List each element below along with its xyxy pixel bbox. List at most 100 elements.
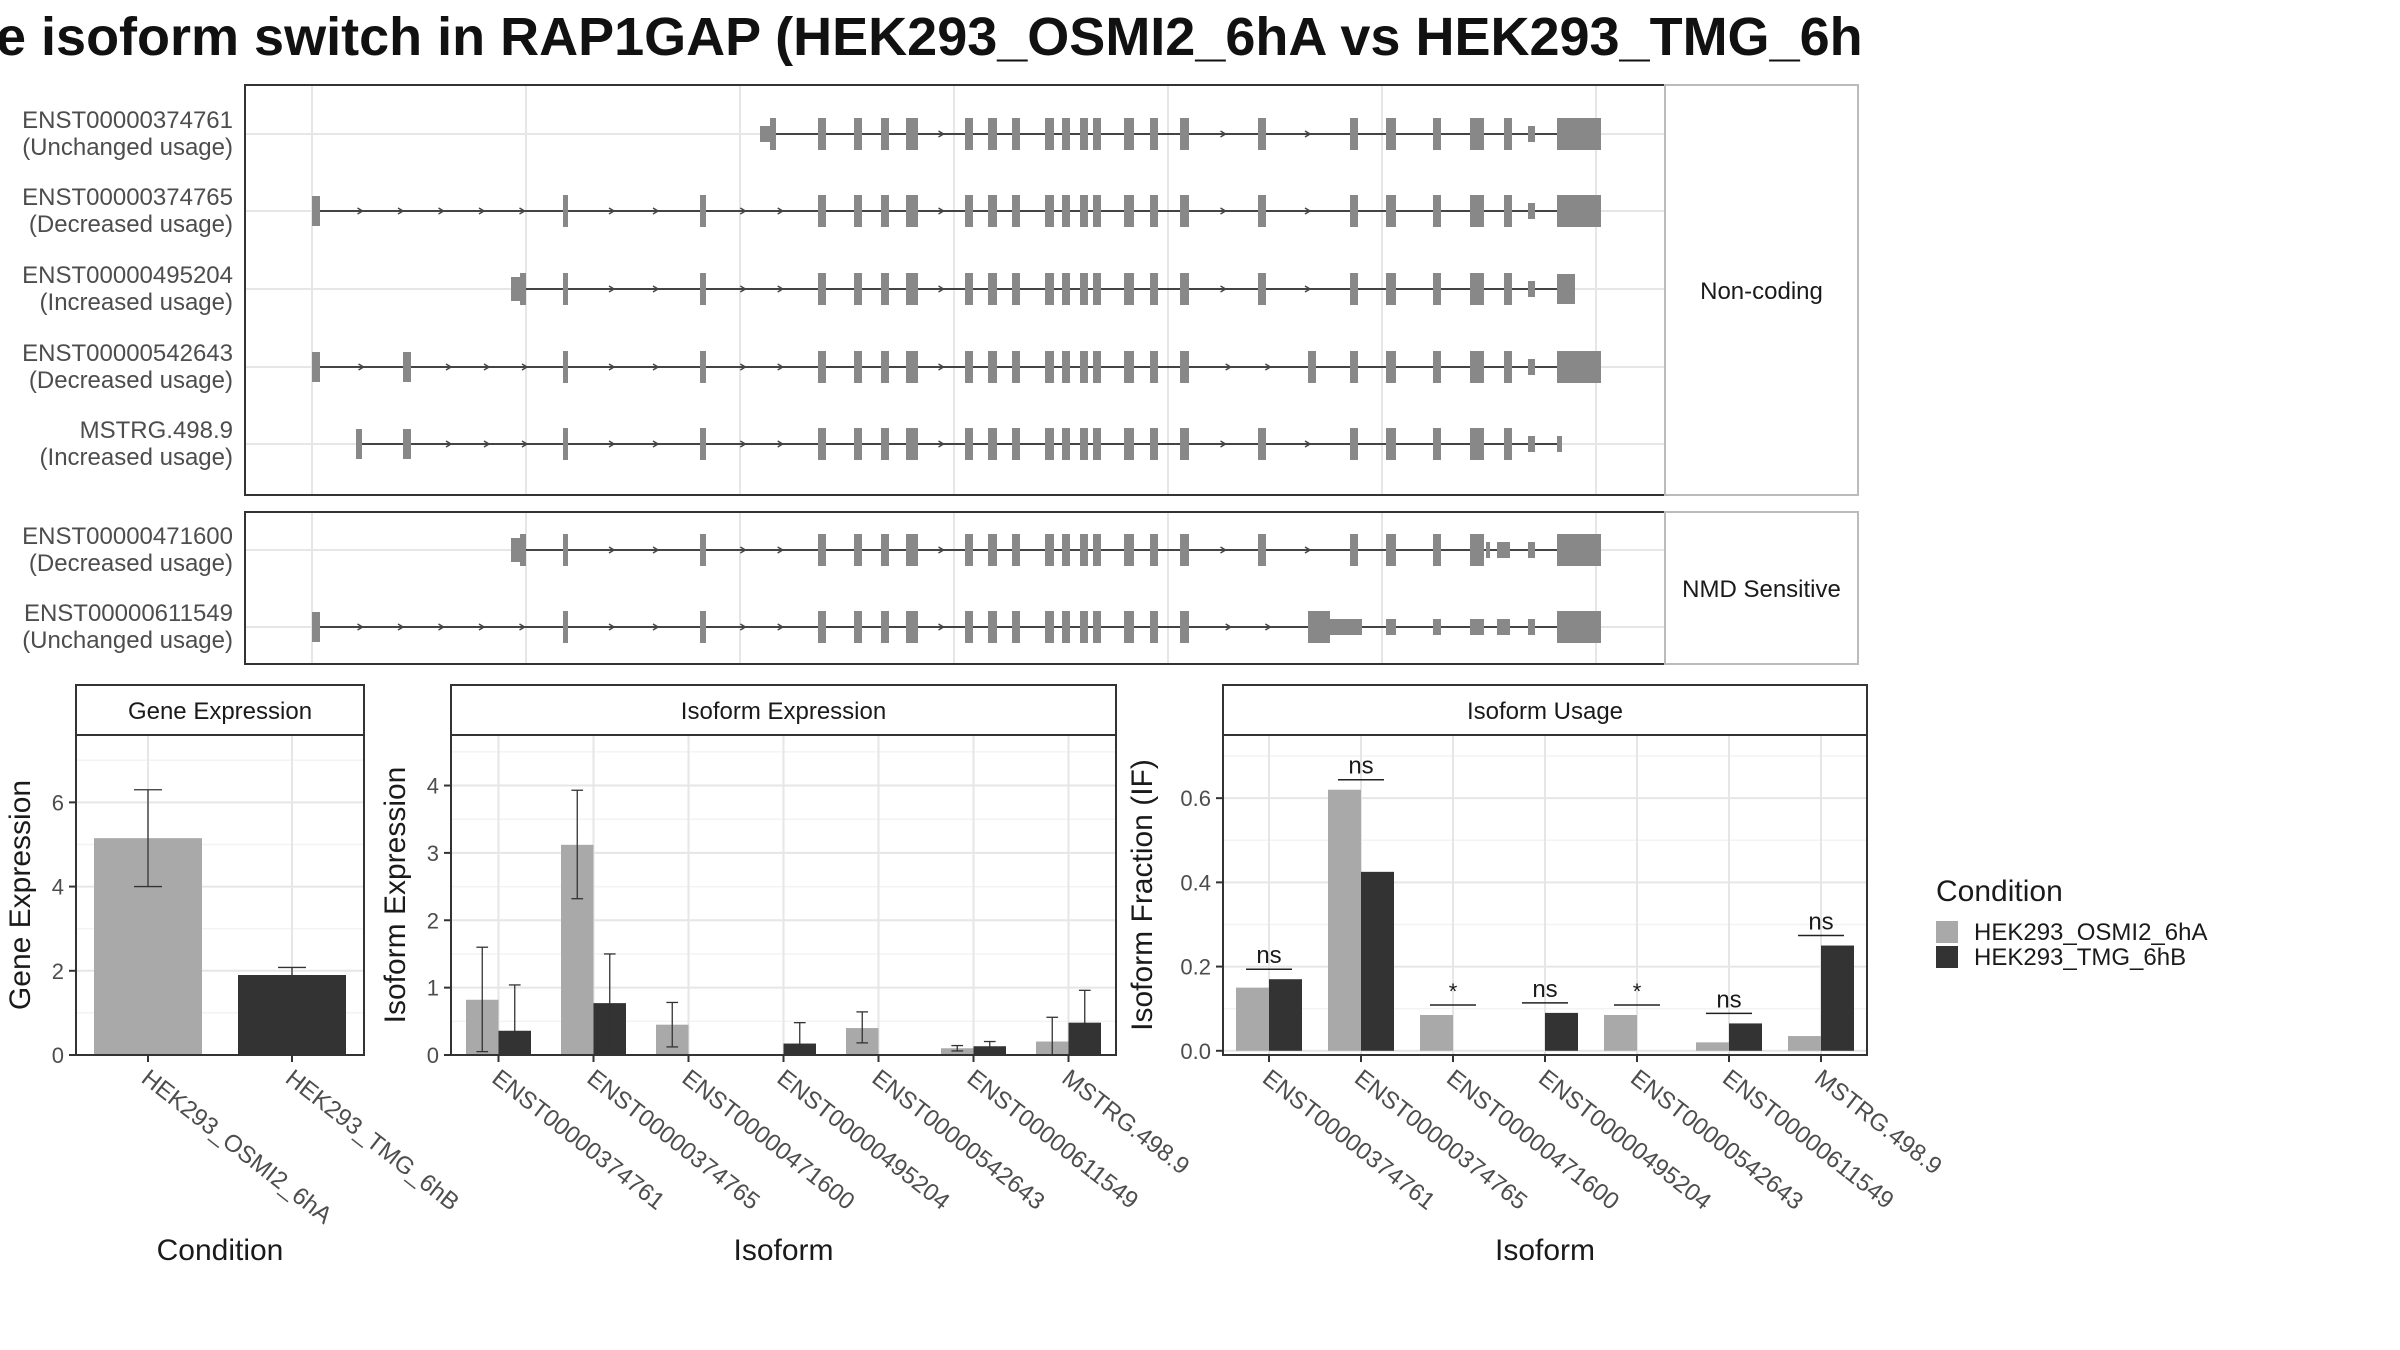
exon [1012,195,1020,227]
exon [1386,619,1396,635]
exon [1433,428,1441,460]
strand-arrow [739,623,747,631]
strand-arrow [1220,546,1227,554]
strand-arrow [938,440,945,448]
exon [881,273,889,305]
strand-arrow [608,440,616,448]
strand-arrow [608,207,616,215]
strand-arrow [519,623,526,631]
transcript-model: ENST00000374761(Unchanged usage) [22,107,1601,161]
strand-arrow [1225,623,1233,631]
strand-arrow [1304,285,1312,293]
exon [1124,534,1134,566]
exon [1258,195,1266,227]
exon [1557,436,1562,452]
exon [1180,534,1189,566]
exon [988,611,997,643]
strand-arrow [478,207,486,215]
chart-title-strip [1222,684,1868,736]
bar [1696,1042,1729,1051]
exon [356,429,362,459]
exon [1330,619,1362,635]
exon [906,611,918,643]
exon [1504,118,1512,150]
exon [1350,273,1358,305]
exon [1528,619,1535,635]
facet-strip [1664,84,1859,496]
exon [1350,534,1358,566]
strand-arrow [777,546,785,554]
y-tick-label: 4 [427,774,439,799]
exon [1433,351,1441,383]
exon [988,351,997,383]
exon [700,428,706,460]
x-tick-label: ENST00000471600 [1441,1064,1624,1215]
exon [770,118,776,150]
exon [1080,195,1088,227]
strand-arrow [1304,440,1312,448]
x-tick-label: ENST00000471600 [677,1064,860,1215]
strand-arrow [652,363,660,371]
strand-arrow [1304,207,1312,215]
strand-arrow [739,440,747,448]
isoform-usage-chart: Isoform Usage 0.0 0.2 0.4 0.6 ns ns * ns * ns ns ENS… [1126,684,1947,1267]
exon [818,118,826,150]
strand-arrow [438,623,445,631]
exon [988,428,997,460]
exon [1470,118,1484,150]
exon [1150,273,1158,305]
transcript-id-label: ENST00000495204 [22,262,233,289]
exon [854,273,862,305]
x-axis-title: Condition [157,1234,284,1267]
exon [881,428,889,460]
y-tick-label: 0.6 [1180,786,1211,811]
exon [1486,542,1490,558]
exon [881,351,889,383]
exon [1062,534,1070,566]
strand-arrow [478,623,486,631]
strand-arrow [777,207,785,215]
strand-arrow [938,285,945,293]
exon [563,351,568,383]
strand-arrow [1225,363,1233,371]
exon [1012,428,1020,460]
exon [403,352,411,382]
exon [1386,351,1396,383]
strand-arrow [777,285,785,293]
exon [1350,351,1358,383]
exon [563,273,568,305]
exon [1012,118,1020,150]
exon [818,534,826,566]
exon [312,612,320,642]
exon [854,351,862,383]
x-tick-label: ENST00000542643 [1625,1064,1808,1215]
exon [1062,195,1070,227]
strand-arrow [938,207,945,215]
bar [238,975,346,1055]
strand-arrow [938,546,945,554]
exon [1308,351,1316,383]
x-axis-title: Isoform [1495,1234,1595,1267]
exon [403,429,411,459]
exon [1433,195,1441,227]
transcript-model: ENST00000611549(Unchanged usage) [22,600,1601,654]
exon [881,611,889,643]
strand-arrow [608,623,616,631]
significance-label: ns [1532,976,1557,1003]
strand-arrow [777,363,785,371]
exon [965,611,973,643]
transcript-usage-label: (Unchanged usage) [22,627,233,654]
exon [1350,195,1358,227]
exon [1470,619,1484,635]
exon [1150,534,1158,566]
bar [1788,1036,1821,1051]
x-tick-label: ENST00000374761 [1257,1064,1440,1215]
exon [1012,534,1020,566]
legend-swatch [1936,921,1958,943]
bar [1604,1015,1637,1051]
exon [563,611,568,643]
exon [854,534,862,566]
significance-label: ns [1348,753,1373,780]
exon [988,534,997,566]
